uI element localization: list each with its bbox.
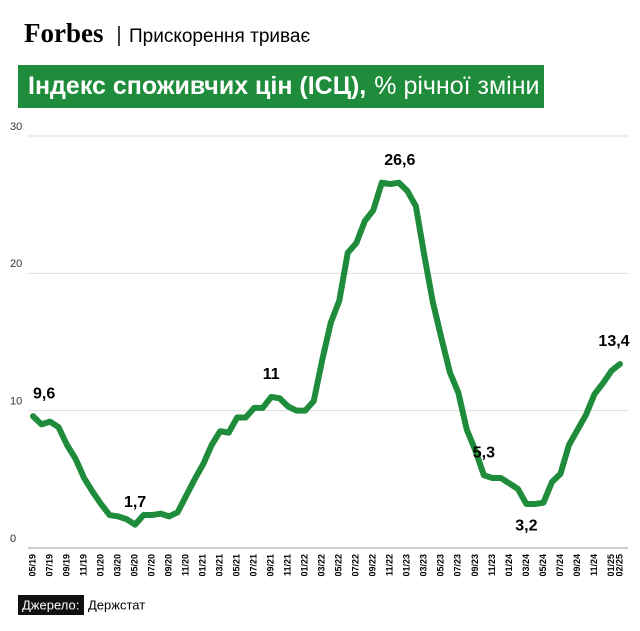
x-tick-label: 11/21 bbox=[283, 554, 293, 576]
data-label: 26,6 bbox=[384, 152, 415, 169]
x-tick-label: 09/21 bbox=[266, 554, 276, 577]
y-tick-label: 30 bbox=[10, 121, 22, 133]
x-tick-label: 07/19 bbox=[44, 554, 54, 577]
x-tick-label: 09/22 bbox=[368, 554, 378, 577]
x-tick-label: 03/22 bbox=[317, 554, 327, 577]
data-label: 1,7 bbox=[124, 494, 146, 511]
source: Держстат bbox=[88, 597, 145, 612]
x-tick-label: 07/23 bbox=[453, 554, 463, 577]
data-label: 5,3 bbox=[473, 444, 495, 461]
data-label: 9,6 bbox=[33, 385, 55, 402]
chart-title: Індекс споживчих цін (ІСЦ), bbox=[28, 72, 366, 100]
x-tick-label: 05/24 bbox=[538, 554, 548, 577]
y-tick-label: 20 bbox=[10, 258, 22, 270]
x-tick-label: 11/22 bbox=[385, 554, 395, 576]
x-tick-label: 05/23 bbox=[436, 554, 446, 577]
x-tick-label: 09/23 bbox=[470, 554, 480, 577]
x-tick-label: 01/21 bbox=[198, 554, 208, 577]
x-tick-label: 07/24 bbox=[555, 554, 565, 577]
x-tick-label: 11/20 bbox=[181, 554, 191, 576]
x-tick-label: 11/23 bbox=[487, 554, 497, 576]
data-label: 3,2 bbox=[515, 517, 537, 534]
title-banner bbox=[18, 65, 544, 108]
x-tick-label: 07/22 bbox=[351, 554, 361, 577]
line-series bbox=[30, 179, 623, 528]
x-tick-label: 11/24 bbox=[589, 554, 599, 576]
y-tick-label: 10 bbox=[10, 396, 22, 408]
x-tick-label: 01/22 bbox=[300, 554, 310, 577]
data-label: 11 bbox=[263, 366, 280, 383]
x-tick-label: 07/21 bbox=[249, 554, 259, 577]
brand: Forbes bbox=[24, 18, 103, 48]
x-tick-label: 03/21 bbox=[215, 554, 225, 577]
x-tick-label: 03/23 bbox=[419, 554, 429, 577]
x-tick-label: 03/20 bbox=[112, 554, 122, 577]
x-tick-label: 05/20 bbox=[129, 554, 139, 577]
source-label-box bbox=[18, 595, 84, 615]
x-tick-label: 05/19 bbox=[27, 554, 37, 577]
x-tick-label: 01/25 bbox=[606, 554, 616, 577]
x-tick-label: 02/25 bbox=[614, 554, 624, 577]
x-tick-label: 07/20 bbox=[146, 554, 156, 577]
chart-title-group: Індекс споживчих цін (ІСЦ), % річної змін… bbox=[28, 72, 540, 100]
x-tick-label: 11/19 bbox=[78, 554, 88, 576]
x-tick-label: 01/23 bbox=[402, 554, 412, 577]
y-tick-label: 0 bbox=[10, 533, 16, 545]
x-tick-label: 09/24 bbox=[572, 554, 582, 577]
x-tick-label: 05/21 bbox=[232, 554, 242, 577]
chart-subtitle: % річної зміни bbox=[374, 72, 539, 100]
x-tick-label: 09/19 bbox=[61, 554, 71, 577]
x-tick-label: 01/20 bbox=[95, 554, 105, 577]
source-label: Джерело: bbox=[22, 597, 79, 612]
x-tick-label: 03/24 bbox=[521, 554, 531, 577]
x-tick-label: 05/22 bbox=[334, 554, 344, 577]
x-tick-label: 09/20 bbox=[163, 554, 173, 577]
data-label: 13,4 bbox=[598, 333, 629, 350]
x-tick-label: 01/24 bbox=[504, 554, 514, 577]
section: Прискорення триває bbox=[129, 26, 310, 47]
